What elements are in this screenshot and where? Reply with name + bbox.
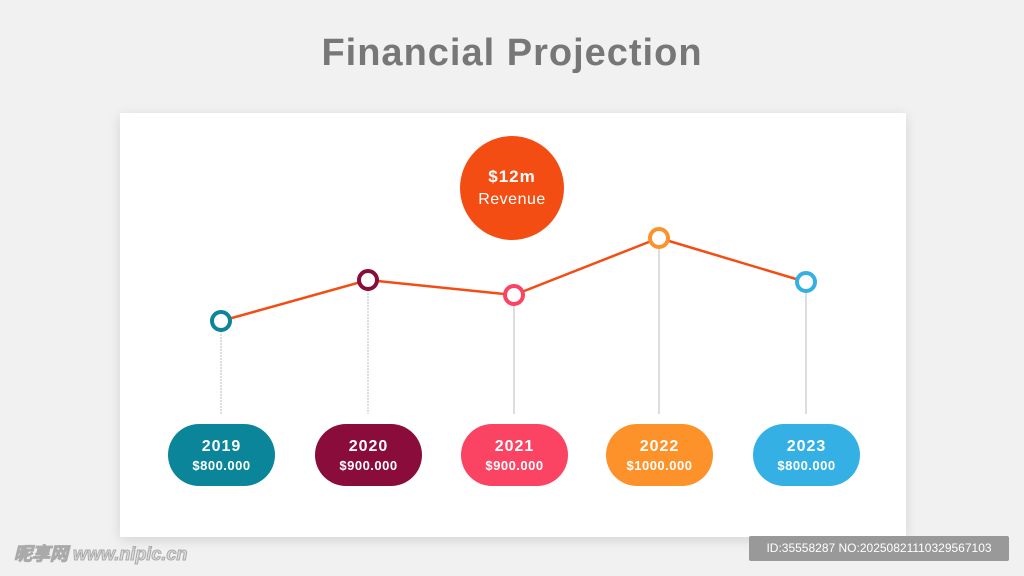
data-point	[503, 284, 525, 306]
year-label: 2021	[494, 437, 535, 455]
year-pill-2021: 2021 $900.000	[461, 424, 568, 486]
amount-label: $900.000	[339, 457, 398, 473]
year-label: 2019	[201, 437, 242, 455]
year-pill-2022: 2022 $1000.000	[606, 424, 713, 486]
revenue-badge: $12m Revenue	[460, 136, 564, 240]
data-point	[357, 269, 379, 291]
amount-label: $800.000	[777, 457, 836, 473]
amount-label: $800.000	[192, 457, 251, 473]
revenue-label: Revenue	[478, 191, 546, 208]
year-pill-2020: 2020 $900.000	[315, 424, 422, 486]
year-label: 2023	[786, 437, 827, 455]
amount-label: $1000.000	[626, 457, 693, 473]
data-point	[210, 310, 232, 332]
page-title: Financial Projection	[321, 32, 703, 74]
year-label: 2022	[639, 437, 680, 455]
data-point	[648, 227, 670, 249]
amount-label: $900.000	[485, 457, 544, 473]
year-pill-2023: 2023 $800.000	[753, 424, 860, 486]
watermark-logo: 昵享网 www.nipic.cn	[13, 544, 188, 565]
watermark-id: ID:35558287 NO:20250821110329567103	[749, 536, 1009, 561]
year-label: 2020	[348, 437, 389, 455]
year-pill-2019: 2019 $800.000	[168, 424, 275, 486]
revenue-value: $12m	[488, 167, 536, 186]
data-point	[795, 271, 817, 293]
